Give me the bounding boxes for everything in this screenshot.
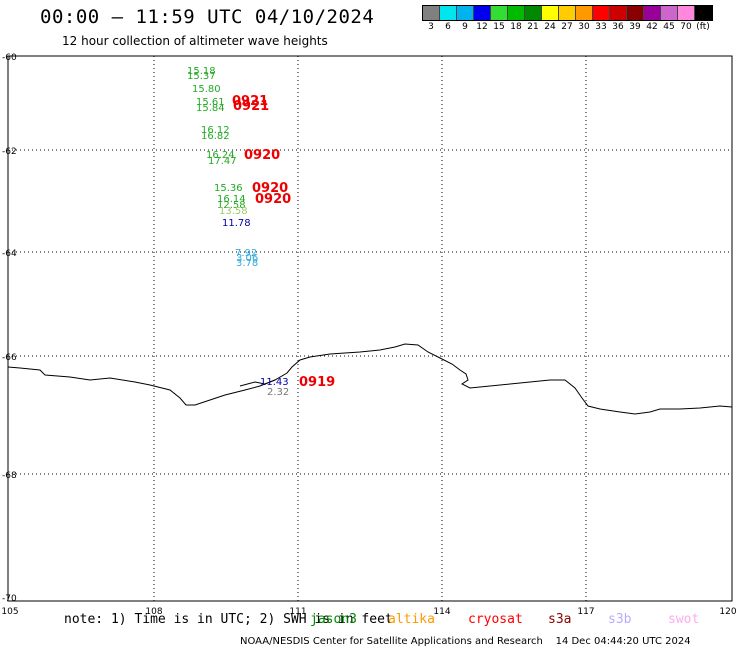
- wave-height-label: 13.58: [219, 206, 248, 217]
- lon-tick-label: 111: [289, 607, 306, 617]
- wave-height-label: 17.47: [208, 156, 237, 167]
- legend-swatch: [457, 6, 474, 20]
- legend-swatch: [559, 6, 576, 20]
- pass-time-label: 0920: [252, 181, 288, 196]
- footer-credit: NOAA/NESDIS Center for Satellite Applica…: [240, 636, 543, 647]
- legend-label: 6: [445, 22, 451, 32]
- wave-height-label: 11.43: [260, 377, 289, 388]
- wave-height-label: 2.32: [267, 387, 289, 398]
- legend-swatch: [508, 6, 525, 20]
- legend-swatch: [627, 6, 644, 20]
- wave-height-label: 16.12: [201, 125, 230, 136]
- legend-swatch: [423, 6, 440, 20]
- legend-swatch: [644, 6, 661, 20]
- lon-tick-label: 108: [145, 607, 162, 617]
- lat-tick-label: -62: [2, 147, 17, 157]
- footer-timestamp: 14 Dec 04:44:20 UTC 2024: [555, 636, 691, 647]
- note-text: note: 1) Time is in UTC; 2) SWH is in fe…: [64, 612, 393, 627]
- legend-label: 33: [595, 22, 607, 32]
- antarctic-coastline: [7, 343, 733, 415]
- wave-height-label: 3.78: [236, 258, 258, 269]
- legend-swatch: [593, 6, 610, 20]
- wave-height-label: 15.61: [196, 97, 225, 108]
- wave-height-label: 12.58: [217, 200, 246, 211]
- legend-swatch: [678, 6, 695, 20]
- wave-height-label: 15.36: [214, 183, 243, 194]
- legend-label: 45: [663, 22, 675, 32]
- wave-height-label: 15.84: [196, 103, 225, 114]
- legend-label: 3: [428, 22, 434, 32]
- lon-tick-label: 120: [719, 607, 736, 617]
- legend-label: 18: [510, 22, 522, 32]
- pass-time-label: 0920: [244, 148, 280, 163]
- legend-label: 24: [544, 22, 556, 32]
- wave-height-label: 16.82: [201, 131, 230, 142]
- pass-time-label: 0919: [299, 375, 335, 390]
- page-subtitle: 12 hour collection of altimeter wave hei…: [62, 34, 328, 48]
- wave-height-label: 11.78: [222, 218, 251, 229]
- pass-time-label: 0920: [255, 192, 291, 207]
- lat-tick-label: -60: [2, 53, 17, 63]
- satellite-swot: swot: [668, 612, 700, 627]
- legend-swatch: [440, 6, 457, 20]
- legend-label: 12: [476, 22, 488, 32]
- legend-label: (ft): [696, 22, 710, 32]
- lat-tick-label: -64: [2, 249, 17, 259]
- axis-labels: 105 108 111 114 117 120 -60 -62 -64 -66 -68 -70: [1, 53, 736, 617]
- legend-label: 9: [462, 22, 468, 32]
- legend-label: 27: [561, 22, 573, 32]
- satellite-s3b: s3b: [608, 612, 632, 627]
- lon-tick-label: 114: [433, 607, 450, 617]
- satellite-cryosat: cryosat: [468, 612, 523, 627]
- pass-time-label: 0921: [233, 99, 269, 114]
- wave-height-label: 15.18: [187, 66, 216, 77]
- legend-swatch: [661, 6, 678, 20]
- lon-tick-label: 105: [1, 607, 18, 617]
- wave-height-label: 15.37: [187, 71, 216, 82]
- legend-label: 21: [527, 22, 539, 32]
- legend-label: 36: [612, 22, 624, 32]
- wave-height-label: 16.24: [206, 150, 235, 161]
- color-legend: [422, 5, 713, 21]
- lat-tick-label: -66: [2, 353, 17, 363]
- legend-label: 39: [629, 22, 641, 32]
- pass-time-label: 0921: [232, 94, 268, 109]
- legend-swatch: [525, 6, 542, 20]
- lat-tick-label: -70: [2, 594, 17, 604]
- legend-swatch: [576, 6, 593, 20]
- satellite-s3a: s3a: [548, 612, 572, 627]
- wave-height-label: 15.80: [192, 84, 221, 95]
- legend-swatch: [542, 6, 559, 20]
- lat-tick-label: -68: [2, 471, 17, 481]
- lon-tick-label: 117: [577, 607, 594, 617]
- legend-swatch: [610, 6, 627, 20]
- legend-swatch: [491, 6, 508, 20]
- wave-height-label: 16.14: [217, 194, 246, 205]
- wave-height-label: 7.92: [235, 248, 257, 259]
- legend-label: 30: [578, 22, 590, 32]
- page-title: 00:00 – 11:59 UTC 04/10/2024: [40, 6, 375, 28]
- map-frame: [7, 55, 733, 602]
- satellite-jason3: jason3: [310, 612, 357, 627]
- legend-label: 15: [493, 22, 505, 32]
- legend-label: 42: [646, 22, 658, 32]
- map-grid: [8, 56, 732, 601]
- wave-height-label: 3.06: [236, 253, 258, 264]
- coast-inlet: [239, 379, 276, 387]
- footer: NOAA/NESDIS Center for Satellite Applica…: [240, 636, 691, 647]
- legend-label: 70: [680, 22, 692, 32]
- legend-swatch: [695, 6, 712, 20]
- legend-swatch: [474, 6, 491, 20]
- satellite-altika: altika: [388, 612, 435, 627]
